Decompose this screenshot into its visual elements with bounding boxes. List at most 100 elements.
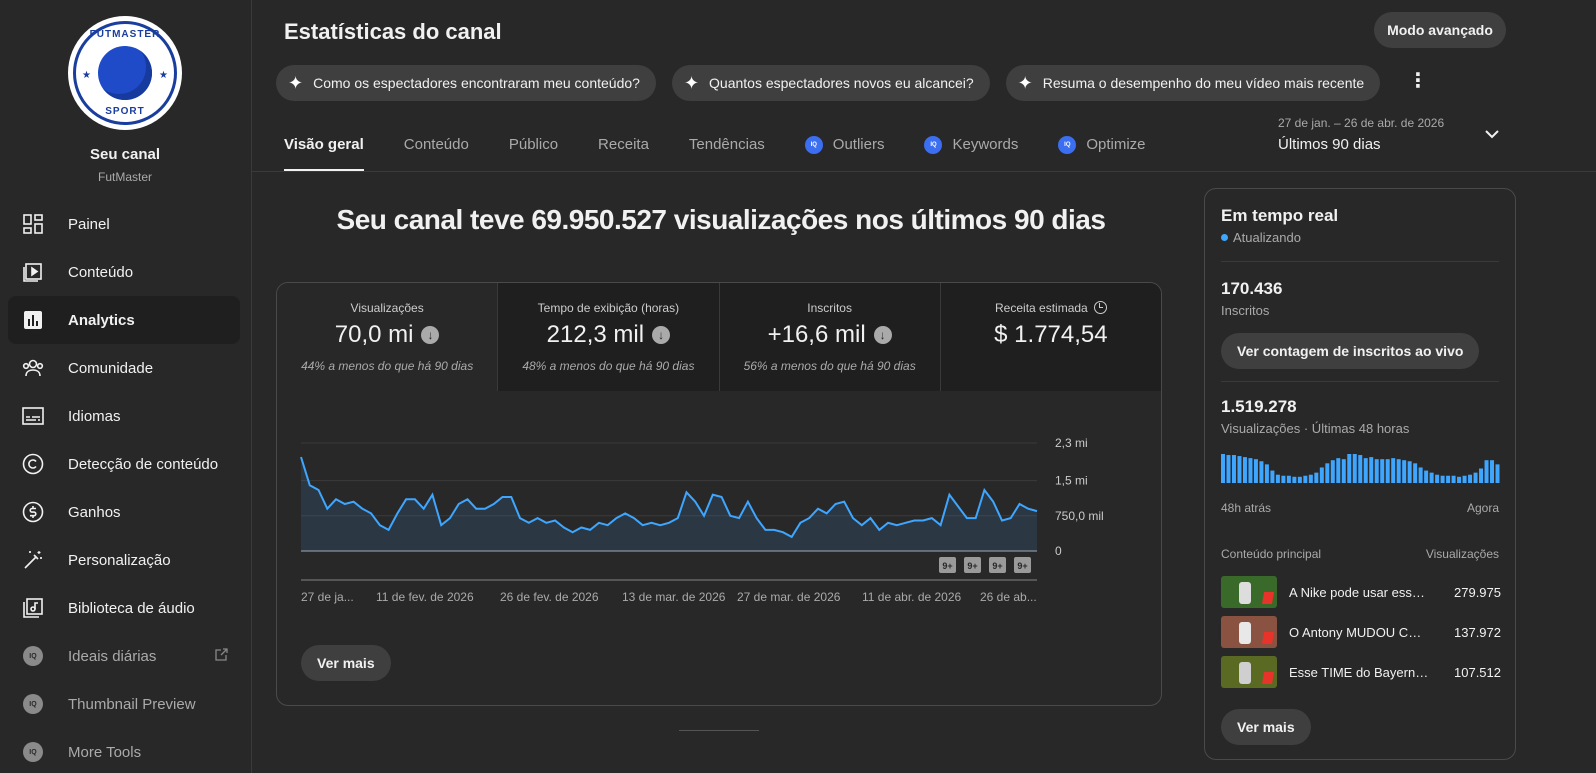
axis-end-label: Agora <box>1466 501 1499 515</box>
hourly-bar[interactable] <box>1358 455 1363 483</box>
hourly-bar[interactable] <box>1308 474 1313 483</box>
metric-views[interactable]: Visualizações 70,0 mi ↓ 44% a menos do qu… <box>277 283 499 391</box>
advanced-mode-button[interactable]: Modo avançado <box>1374 12 1506 48</box>
hourly-bar[interactable] <box>1352 454 1357 483</box>
top-content-row[interactable]: A Nike pode usar essa... 279.975 <box>1221 575 1501 609</box>
tab-optimize[interactable]: IQ Optimize <box>1058 136 1146 172</box>
tab-conteudo[interactable]: Conteúdo <box>404 136 469 172</box>
sidebar-item-comunidade[interactable]: Comunidade <box>8 344 240 392</box>
hourly-bar[interactable] <box>1248 458 1253 483</box>
hourly-bar[interactable] <box>1341 459 1346 483</box>
annotation-badge[interactable]: 9+ <box>989 557 1006 573</box>
sidebar-item-thumbnail-preview[interactable]: IQ Thumbnail Preview <box>8 680 240 728</box>
hourly-bar[interactable] <box>1457 476 1462 483</box>
hourly-bar[interactable] <box>1292 476 1297 483</box>
hourly-bar[interactable] <box>1407 461 1412 483</box>
hourly-bar[interactable] <box>1374 459 1379 483</box>
hourly-bar[interactable] <box>1473 472 1478 483</box>
sidebar-item-conteudo[interactable]: Conteúdo <box>8 248 240 296</box>
annotation-badge[interactable]: 9+ <box>1014 557 1031 573</box>
hourly-bar[interactable] <box>1281 475 1286 483</box>
tab-outliers[interactable]: IQ Outliers <box>804 136 884 172</box>
channel-avatar[interactable]: FUTMASTER ★ ★ SPORT <box>68 16 182 130</box>
views-chart[interactable]: 2,3 mi 1,5 mi 750,0 mil 0 9+ 9+ 9+ 9+ 27 de ja..… <box>277 391 1161 641</box>
hourly-bar[interactable] <box>1297 476 1302 483</box>
sidebar-item-deteccao[interactable]: Detecção de conteúdo <box>8 440 240 488</box>
hourly-bar[interactable] <box>1319 467 1324 483</box>
hourly-bar[interactable] <box>1303 475 1308 483</box>
metric-revenue[interactable]: Receita estimada $ 1.774,54 <box>940 283 1161 391</box>
hourly-bar[interactable] <box>1231 455 1236 483</box>
hourly-bar[interactable] <box>1484 460 1489 483</box>
sidebar-item-ideias-diarias[interactable]: IQ Ideais diárias <box>8 632 240 680</box>
hourly-bar[interactable] <box>1380 459 1385 483</box>
hourly-bar[interactable] <box>1435 474 1440 483</box>
hourly-bar[interactable] <box>1462 475 1467 483</box>
hourly-bar[interactable] <box>1451 475 1456 483</box>
hourly-bar[interactable] <box>1330 460 1335 483</box>
top-content-row[interactable]: O Antony MUDOU CO... 137.972 <box>1221 615 1501 649</box>
date-range-picker[interactable]: 27 de jan. – 26 de abr. de 2026 Últimos … <box>1278 116 1444 153</box>
live-subscriber-count-button[interactable]: Ver contagem de inscritos ao vivo <box>1221 333 1480 369</box>
hourly-bar[interactable] <box>1226 455 1231 483</box>
metric-value: 212,3 mil <box>546 321 645 348</box>
suggestion-chip[interactable]: ✦ Como os espectadores encontraram meu co… <box>276 65 656 101</box>
sparkle-icon: ✦ <box>1017 72 1033 93</box>
hourly-bar[interactable] <box>1396 459 1401 483</box>
sidebar-item-more-tools[interactable]: IQ More Tools <box>8 728 240 773</box>
metric-tabs: Visualizações 70,0 mi ↓ 44% a menos do qu… <box>277 283 1161 391</box>
hourly-bar[interactable] <box>1385 459 1390 483</box>
hourly-bar[interactable] <box>1429 472 1434 483</box>
hourly-bar[interactable] <box>1391 458 1396 483</box>
hourly-bar[interactable] <box>1325 463 1330 483</box>
subscribers-label: Inscritos <box>1221 303 1270 318</box>
hourly-bar[interactable] <box>1221 454 1225 483</box>
hourly-bar[interactable] <box>1418 467 1423 483</box>
hourly-bar[interactable] <box>1424 470 1429 483</box>
hourly-bar[interactable] <box>1275 474 1280 483</box>
hourly-bar[interactable] <box>1363 458 1368 483</box>
more-options-icon[interactable]: ⋮ <box>1408 70 1428 92</box>
suggestion-chip[interactable]: ✦ Resuma o desempenho do meu vídeo mais r… <box>1005 65 1381 101</box>
sidebar-item-personalizacao[interactable]: Personalização <box>8 536 240 584</box>
hourly-bar[interactable] <box>1237 456 1242 483</box>
sidebar-item-analytics[interactable]: Analytics <box>8 296 240 344</box>
tab-tendencias[interactable]: Tendências <box>689 136 765 172</box>
hourly-bar[interactable] <box>1402 460 1407 483</box>
annotation-badge[interactable]: 9+ <box>939 557 956 573</box>
hourly-bar[interactable] <box>1264 464 1269 483</box>
sidebar-item-painel[interactable]: Painel <box>8 200 240 248</box>
hourly-bar[interactable] <box>1446 475 1451 483</box>
sidebar-item-ganhos[interactable]: Ganhos <box>8 488 240 536</box>
annotation-badge[interactable]: 9+ <box>964 557 981 573</box>
hourly-bar[interactable] <box>1347 454 1352 483</box>
hourly-bar[interactable] <box>1490 460 1495 483</box>
hourly-bar[interactable] <box>1286 475 1291 483</box>
tab-publico[interactable]: Público <box>509 136 558 172</box>
hourly-bar[interactable] <box>1369 457 1374 483</box>
sidebar-item-idiomas[interactable]: Idiomas <box>8 392 240 440</box>
hourly-bar[interactable] <box>1314 472 1319 483</box>
realtime-views-bar-chart[interactable] <box>1221 453 1501 483</box>
hourly-bar[interactable] <box>1253 459 1258 483</box>
hourly-bar[interactable] <box>1468 474 1473 483</box>
top-content-row[interactable]: Esse TIME do Bayern ... 107.512 <box>1221 655 1501 689</box>
hourly-bar[interactable] <box>1413 463 1418 483</box>
chevron-down-icon[interactable] <box>1484 126 1500 144</box>
tab-receita[interactable]: Receita <box>598 136 649 172</box>
tab-keywords[interactable]: IQ Keywords <box>924 136 1018 172</box>
tab-visao-geral[interactable]: Visão geral <box>284 136 364 172</box>
hourly-bar[interactable] <box>1479 468 1484 484</box>
hourly-bar[interactable] <box>1259 461 1264 483</box>
hourly-bar[interactable] <box>1242 457 1247 483</box>
hourly-bar[interactable] <box>1440 475 1445 483</box>
hourly-bar[interactable] <box>1495 464 1500 483</box>
see-more-button[interactable]: Ver mais <box>301 645 391 681</box>
sidebar-item-biblioteca-audio[interactable]: Biblioteca de áudio <box>8 584 240 632</box>
hourly-bar[interactable] <box>1270 470 1275 483</box>
see-more-button[interactable]: Ver mais <box>1221 709 1311 745</box>
hourly-bar[interactable] <box>1336 458 1341 483</box>
suggestion-chip[interactable]: ✦ Quantos espectadores novos eu alcancei? <box>671 65 990 101</box>
metric-subscribers[interactable]: Inscritos +16,6 mil ↓ 56% a menos do que … <box>719 283 941 391</box>
metric-watch-time[interactable]: Tempo de exibição (horas) 212,3 mil ↓ 48%… <box>498 283 720 391</box>
